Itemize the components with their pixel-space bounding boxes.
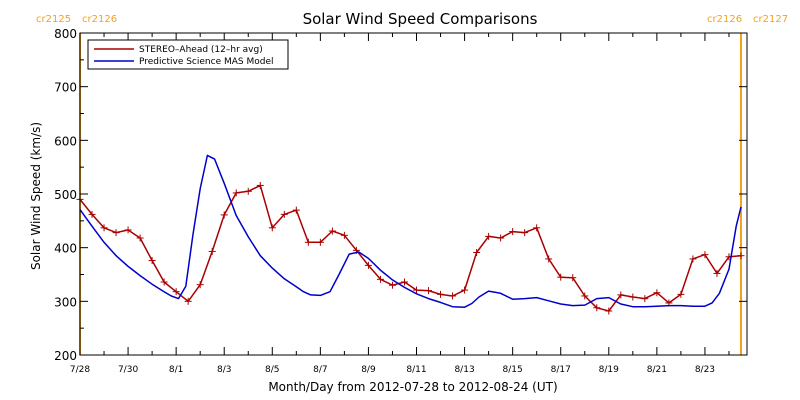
data-point: [629, 293, 637, 301]
x-tick-label: 8/15: [503, 365, 523, 375]
x-tick-label: 8/11: [406, 365, 426, 375]
data-point: [449, 292, 457, 300]
data-point: [557, 273, 565, 281]
series-line-1: [79, 154, 742, 308]
data-point: [184, 297, 192, 305]
data-point: [437, 290, 445, 298]
data-point: [232, 189, 240, 197]
y-tick-label: 800: [54, 27, 77, 41]
data-point: [112, 229, 120, 237]
data-point: [641, 295, 649, 303]
data-point: [677, 290, 685, 298]
x-tick-label: 8/19: [599, 365, 619, 375]
x-tick-label: 8/21: [647, 365, 667, 375]
series-layer: [76, 154, 745, 315]
data-point: [605, 307, 613, 315]
carrington-right-label-2: cr2127: [753, 14, 788, 25]
data-point: [701, 251, 709, 259]
data-point: [497, 234, 505, 242]
data-point: [413, 286, 421, 294]
x-axis: 7/28 7/30 8/1 8/3 8/5 8/7 8/9 8/11 8/13 8/15 8/17 8…: [70, 33, 730, 375]
y-tick-label: 500: [54, 188, 77, 202]
legend-label-stereo: STEREO–Ahead (12–hr avg): [139, 45, 263, 55]
data-point: [617, 291, 625, 299]
carrington-right-label-1: cr2126: [707, 14, 742, 25]
carrington-left-label-1: cr2125: [36, 14, 71, 25]
y-axis: 200 300 400 500 600 700 800: [54, 27, 747, 363]
y-tick-label: 600: [54, 134, 77, 148]
data-point: [521, 229, 529, 237]
data-point: [268, 224, 276, 232]
data-point: [425, 287, 433, 295]
x-tick-label: 8/9: [361, 365, 376, 375]
legend-box: [87, 39, 289, 70]
data-point: [689, 255, 697, 263]
data-point: [220, 211, 228, 219]
x-tick-label: 8/23: [695, 365, 715, 375]
data-point: [461, 286, 469, 294]
x-tick-label: 7/28: [70, 365, 90, 375]
y-tick-label: 400: [54, 242, 77, 256]
data-point: [244, 187, 252, 195]
x-tick-label: 8/13: [454, 365, 474, 375]
data-point: [737, 252, 745, 260]
data-point: [545, 255, 553, 263]
data-point: [100, 224, 108, 232]
y-axis-label: Solar Wind Speed (km/s): [29, 122, 43, 270]
data-point: [400, 278, 408, 286]
x-tick-label: 8/5: [265, 365, 279, 375]
data-point: [364, 261, 372, 269]
data-point: [316, 238, 324, 246]
y-tick-label: 200: [54, 349, 77, 363]
data-point: [292, 206, 300, 214]
carrington-left-label-2: cr2126: [82, 14, 117, 25]
legend-label-mas: Predictive Science MAS Model: [139, 57, 274, 67]
data-point: [388, 281, 396, 289]
data-point: [509, 228, 517, 236]
data-point: [713, 269, 721, 277]
x-tick-label: 8/7: [313, 365, 327, 375]
data-point: [256, 181, 264, 189]
data-point: [473, 248, 481, 256]
data-point: [328, 227, 336, 235]
data-point: [136, 234, 144, 242]
y-tick-label: 300: [54, 295, 77, 309]
data-point: [569, 274, 577, 282]
chart-title: Solar Wind Speed Comparisons: [303, 10, 538, 28]
data-point: [88, 210, 96, 218]
y-tick-label: 700: [54, 81, 77, 95]
data-point: [533, 224, 541, 232]
data-point: [172, 288, 180, 296]
x-axis-label: Month/Day from 2012-07-28 to 2012-08-24 …: [268, 380, 557, 394]
x-tick-label: 8/1: [169, 365, 183, 375]
data-point: [485, 232, 493, 240]
data-point: [653, 289, 661, 297]
data-point: [280, 210, 288, 218]
data-point: [376, 275, 384, 283]
x-tick-label: 8/3: [217, 365, 231, 375]
data-point: [340, 231, 348, 239]
x-tick-label: 7/30: [118, 365, 138, 375]
legend: STEREO–Ahead (12–hr avg) Predictive Scie…: [87, 39, 289, 70]
data-point: [148, 257, 156, 265]
data-point: [593, 304, 601, 312]
data-point: [304, 238, 312, 246]
data-point: [124, 226, 132, 234]
data-point: [196, 281, 204, 289]
data-point: [581, 292, 589, 300]
data-point: [160, 278, 168, 286]
data-point: [208, 247, 216, 255]
x-tick-label: 8/17: [551, 365, 571, 375]
